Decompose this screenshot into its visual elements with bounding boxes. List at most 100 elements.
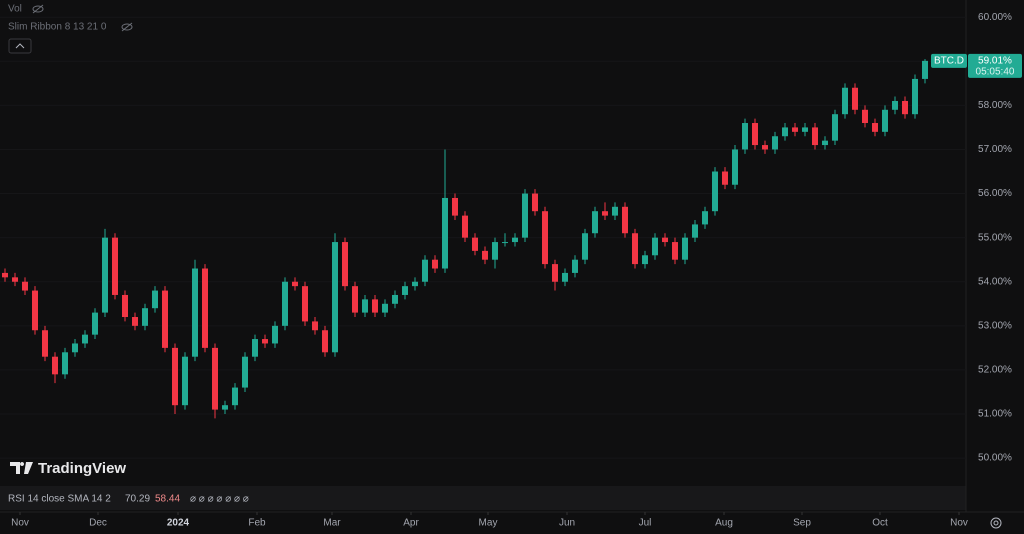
candle-body bbox=[782, 127, 788, 137]
candle-body bbox=[472, 237, 478, 251]
candle-body bbox=[592, 211, 598, 234]
candle-body bbox=[732, 149, 738, 185]
candle-body bbox=[702, 211, 708, 225]
candle-body bbox=[262, 339, 268, 344]
candle-body bbox=[712, 171, 718, 212]
x-tick-label: Jun bbox=[559, 518, 575, 529]
candle-body bbox=[352, 286, 358, 313]
candle-body bbox=[112, 237, 118, 295]
candle-body bbox=[132, 317, 138, 326]
candle-body bbox=[272, 325, 278, 344]
x-tick-label: Sep bbox=[793, 518, 811, 529]
candle-body bbox=[322, 330, 328, 353]
eye-hidden-icon[interactable] bbox=[121, 22, 133, 32]
candle-body bbox=[222, 405, 228, 410]
x-tick-label: Mar bbox=[323, 518, 341, 529]
candle-body bbox=[912, 78, 918, 115]
candle-body bbox=[762, 145, 768, 150]
candle-body bbox=[72, 343, 78, 353]
candle-body bbox=[502, 242, 508, 244]
candle-body bbox=[572, 259, 578, 273]
candle-body bbox=[882, 109, 888, 132]
x-tick-label: May bbox=[479, 518, 498, 529]
rsi-value: 70.29 bbox=[125, 494, 150, 505]
candle-body bbox=[552, 264, 558, 282]
symbol-tag bbox=[931, 53, 967, 68]
y-tick-label: 52.00% bbox=[978, 365, 1012, 376]
candle-body bbox=[182, 356, 188, 406]
collapse-button[interactable] bbox=[8, 38, 32, 54]
y-tick-label: 54.00% bbox=[978, 276, 1012, 287]
candle-body bbox=[452, 197, 458, 216]
y-tick-label: 50.00% bbox=[978, 453, 1012, 464]
candle-body bbox=[482, 250, 488, 260]
rsi-label[interactable]: RSI 14 close SMA 14 2 bbox=[8, 494, 111, 505]
x-tick-label: Jul bbox=[639, 518, 652, 529]
candle-body bbox=[462, 215, 468, 238]
x-tick-label: Nov bbox=[950, 518, 968, 529]
candle-body bbox=[42, 330, 48, 357]
candle-body bbox=[922, 60, 928, 79]
candle-body bbox=[412, 281, 418, 287]
candle-body bbox=[902, 100, 908, 115]
candle-body bbox=[752, 123, 758, 146]
candle-body bbox=[582, 233, 588, 260]
eye-hidden-icon[interactable] bbox=[32, 4, 44, 14]
candle-body bbox=[102, 237, 108, 313]
x-tick-label: Oct bbox=[872, 518, 888, 529]
y-tick-label: 58.00% bbox=[978, 100, 1012, 111]
candle-body bbox=[492, 242, 498, 260]
x-tick-label: Aug bbox=[715, 518, 733, 529]
candle-body bbox=[1, 272, 8, 278]
candle-body bbox=[22, 281, 28, 291]
y-tick-label: 51.00% bbox=[978, 409, 1012, 420]
candle-body bbox=[62, 352, 68, 375]
candle-body bbox=[822, 140, 828, 146]
candle-body bbox=[842, 87, 848, 115]
candle-body bbox=[122, 294, 128, 318]
candle-body bbox=[872, 123, 878, 132]
candle-body bbox=[642, 255, 648, 265]
candle-body bbox=[282, 281, 288, 326]
candle-body bbox=[292, 281, 298, 287]
legend-ribbon[interactable]: Slim Ribbon 8 13 21 0 bbox=[8, 22, 107, 33]
y-tick-label: 60.00% bbox=[978, 12, 1012, 23]
candle-body bbox=[812, 127, 818, 146]
candle-body bbox=[692, 224, 698, 238]
candle-body bbox=[792, 127, 798, 132]
rsi-na: ⌀ ⌀ ⌀ ⌀ ⌀ ⌀ ⌀ bbox=[190, 494, 249, 505]
settings-icon[interactable] bbox=[990, 517, 1002, 529]
candle-body bbox=[562, 272, 568, 282]
candle-body bbox=[722, 171, 728, 185]
candle-body bbox=[662, 237, 668, 243]
candle-body bbox=[442, 197, 448, 269]
candle-body bbox=[172, 347, 178, 406]
logo-text: TradingView bbox=[38, 460, 126, 477]
candle-body bbox=[82, 334, 88, 344]
candle-body bbox=[302, 286, 308, 322]
candle-body bbox=[372, 299, 378, 313]
candle-body bbox=[212, 347, 218, 410]
legend-vol[interactable]: Vol bbox=[8, 4, 22, 15]
candle-body bbox=[12, 277, 18, 282]
candle-body bbox=[602, 211, 608, 216]
candle-body bbox=[192, 268, 198, 357]
x-tick-label: Nov bbox=[11, 518, 29, 529]
plot-area bbox=[0, 16, 966, 459]
candle-body bbox=[252, 339, 258, 357]
y-tick-label: 57.00% bbox=[978, 144, 1012, 155]
candle-body bbox=[202, 268, 208, 348]
candle-body bbox=[242, 356, 248, 388]
candle-body bbox=[512, 237, 518, 243]
candle-body bbox=[542, 211, 548, 265]
rsi-sma: 58.44 bbox=[155, 494, 180, 505]
candle-body bbox=[332, 242, 338, 353]
x-tick-label: Apr bbox=[403, 518, 419, 529]
y-tick-label: 56.00% bbox=[978, 188, 1012, 199]
candle-body bbox=[142, 308, 148, 326]
candle-body bbox=[232, 387, 238, 406]
candle-body bbox=[422, 259, 428, 282]
